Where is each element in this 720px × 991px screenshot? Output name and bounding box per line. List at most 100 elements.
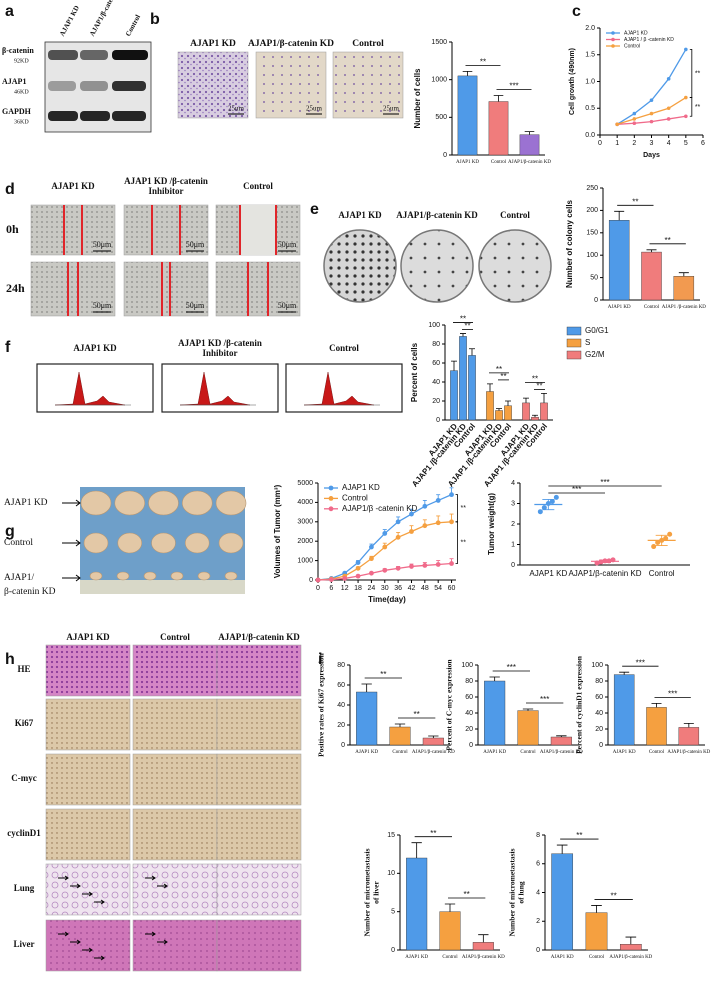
significance-bracket <box>455 521 458 564</box>
bar <box>356 691 378 746</box>
bar <box>517 710 539 746</box>
error-bar <box>522 708 534 711</box>
histogram-peak <box>179 371 251 406</box>
significance-label: ** <box>460 315 466 324</box>
bar <box>673 276 695 301</box>
error-bar <box>556 735 567 737</box>
bar <box>486 391 494 421</box>
y-tick-label: 40 <box>465 710 473 717</box>
x-tick-label: AJAP1 /β-catenin KD <box>662 305 707 310</box>
error-bar <box>489 676 500 681</box>
bar <box>495 410 503 421</box>
error-bar <box>625 936 637 945</box>
arrow <box>145 875 156 881</box>
image <box>123 204 209 256</box>
error-bar <box>428 735 439 738</box>
dish-image <box>400 229 474 303</box>
arrow <box>157 883 168 889</box>
x-tick-label: 48 <box>421 585 429 592</box>
x-tick-label: AJAP1 KD <box>529 569 567 578</box>
y-tick-label: 500 <box>435 114 447 121</box>
x-tick-label: AJAP1/β-catenin KD <box>508 160 551 165</box>
histogram-peak <box>303 371 375 406</box>
y-tick-label: 40 <box>432 379 440 386</box>
column-label: Control <box>160 632 190 642</box>
bar <box>457 75 478 156</box>
y-tick-label: 0 <box>536 947 540 954</box>
y-tick-label: 0 <box>511 562 515 569</box>
significance-label: ** <box>695 70 701 77</box>
y-tick-label: 0 <box>309 577 313 584</box>
row-size: 36KD <box>14 119 29 125</box>
column-label: AJAP1/β-catenin KD <box>248 39 334 49</box>
marker <box>422 523 428 529</box>
y-tick-label: 60 <box>465 694 473 701</box>
marker <box>449 519 454 525</box>
error-bar <box>523 397 529 403</box>
blot-band <box>48 50 78 60</box>
x-tick-label: 0 <box>316 585 320 592</box>
image <box>177 51 249 119</box>
scale-label: 50μm <box>278 301 297 310</box>
significance-label: *** <box>636 658 645 667</box>
y-axis-title: of liver <box>372 880 381 903</box>
y-tick-label: 40 <box>595 710 603 717</box>
y-tick-label: 2000 <box>297 538 313 545</box>
x-tick-label: 6 <box>701 140 705 147</box>
y-tick-label: 3000 <box>297 519 313 526</box>
panel-letter: d <box>5 181 15 198</box>
y-tick-label: 15 <box>387 832 395 839</box>
marker <box>684 47 688 52</box>
significance-label: ** <box>532 375 538 384</box>
significance-bracket <box>455 494 458 523</box>
y-tick-label: 200 <box>586 207 598 214</box>
legend-label: AJAP1 KD <box>624 30 648 36</box>
column-label: Control <box>243 181 273 191</box>
point <box>549 498 555 504</box>
error-bar <box>496 408 502 411</box>
y-tick-label: 20 <box>465 726 473 733</box>
marker <box>409 529 414 534</box>
error-bar <box>411 842 422 858</box>
y-tick-label: 2.0 <box>585 25 595 32</box>
bar <box>504 405 512 421</box>
significance-label: ** <box>632 197 638 206</box>
error-bar <box>493 95 504 102</box>
tumor <box>83 532 109 554</box>
x-tick-label: AJAP1 KD <box>483 750 506 755</box>
panel-letter: e <box>310 201 319 218</box>
significance-label: ** <box>576 831 582 840</box>
legend-marker <box>328 496 334 501</box>
legend-swatch <box>566 350 582 360</box>
y-tick-label: 100 <box>461 662 473 669</box>
row-label: Control <box>4 538 33 548</box>
arrow <box>94 899 105 905</box>
x-tick-label: AJAP1 KD <box>456 160 479 165</box>
marker <box>369 556 374 562</box>
x-tick-label: 18 <box>354 585 362 592</box>
dish-image <box>323 229 397 303</box>
scale-label: 25um <box>306 105 323 113</box>
marker <box>355 565 361 571</box>
significance-label: *** <box>572 485 581 494</box>
blot-band <box>80 81 108 91</box>
x-tick-label: Control <box>644 305 660 310</box>
error-bar <box>505 400 511 406</box>
image <box>216 644 302 697</box>
significance-label: ** <box>665 236 671 245</box>
significance-label: *** <box>600 478 609 487</box>
y-tick-label: 1 <box>511 541 515 548</box>
legend-label: Control <box>342 494 368 503</box>
row-label: GAPDH <box>2 107 32 116</box>
bar <box>484 680 506 746</box>
image <box>132 753 218 806</box>
image <box>45 919 131 972</box>
marker <box>632 121 637 126</box>
arrow <box>94 955 105 961</box>
marker <box>382 531 388 536</box>
legend-label: G0/G1 <box>585 326 609 335</box>
legend-label: S <box>585 338 590 347</box>
legend-marker <box>611 31 615 35</box>
y-tick-label: 5 <box>391 909 395 916</box>
y-tick-label: 50 <box>590 274 598 281</box>
